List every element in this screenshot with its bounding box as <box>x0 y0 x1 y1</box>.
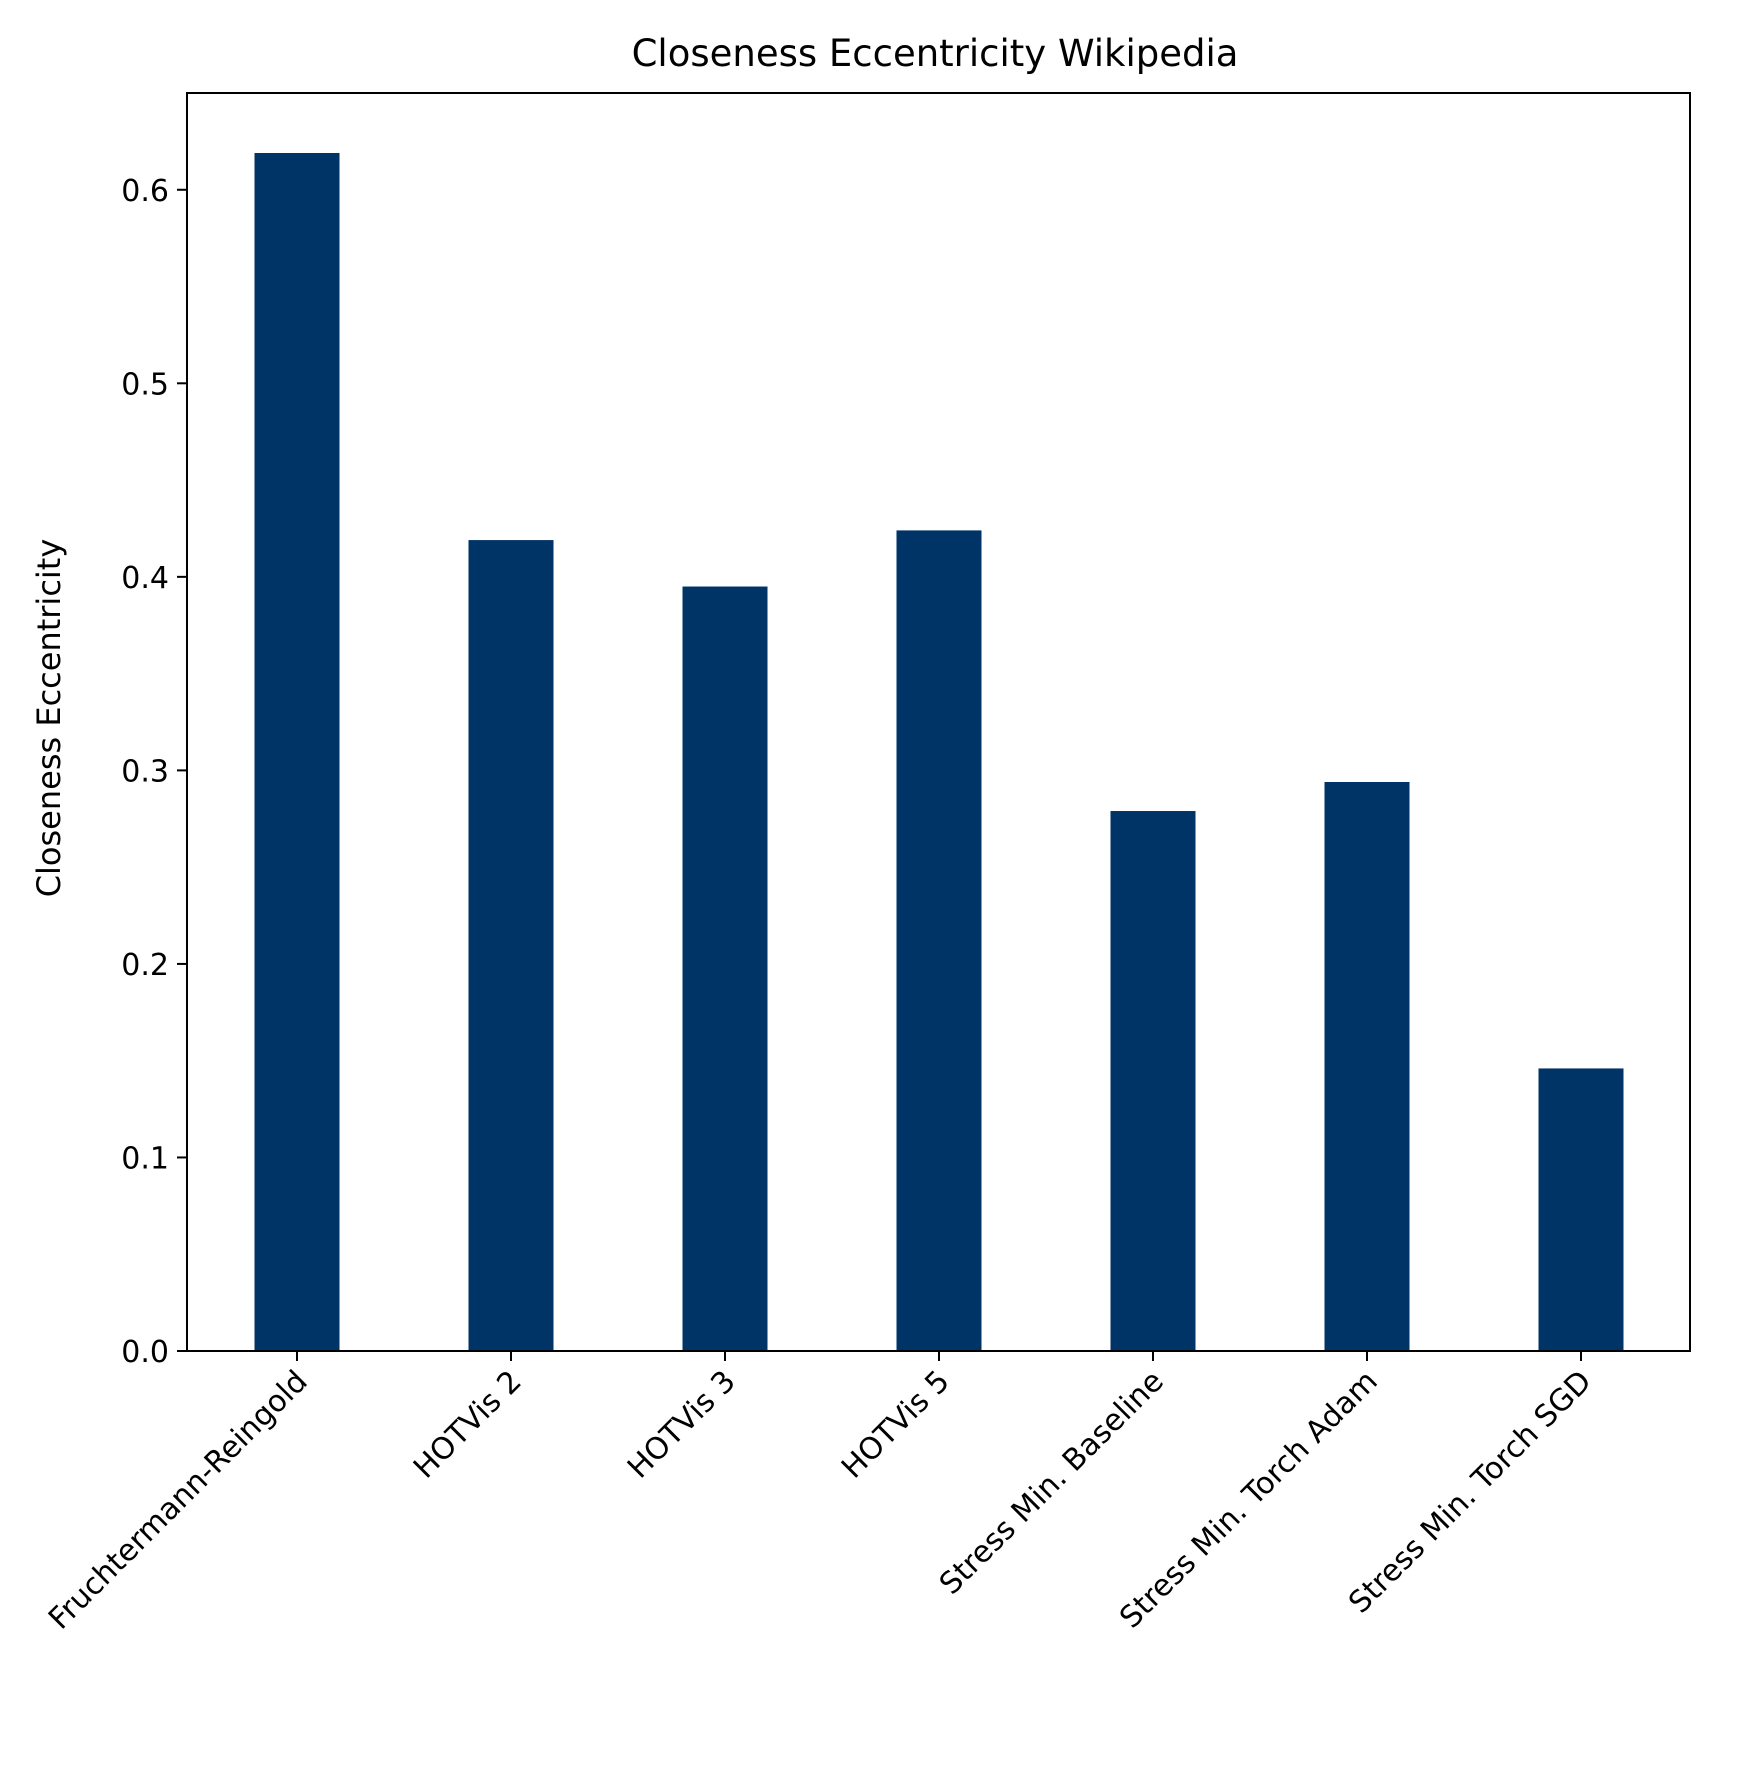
bar-4 <box>896 530 982 1351</box>
plot-frame <box>186 92 1691 1352</box>
y-tick-label: 0.1 <box>121 1141 169 1176</box>
y-tick-label: 0.5 <box>121 367 169 402</box>
chart-title: Closeness Eccentricity Wikipedia <box>632 32 1239 75</box>
bars-group <box>254 152 1624 1351</box>
y-tick-label: 0.2 <box>121 948 169 983</box>
x-tick-label: Fruchtermann-Reingold <box>42 1364 315 1637</box>
y-tick-label: 0.0 <box>121 1335 169 1370</box>
bar-5 <box>1110 811 1196 1351</box>
bar-6 <box>1324 781 1410 1351</box>
x-tick-label: HOTVis 5 <box>835 1364 957 1486</box>
x-axis-ticks: Fruchtermann-Reingold HOTVis 2 HOTVis 3 HOT… <box>42 1351 1599 1636</box>
y-axis-label: Closeness Eccentricity <box>30 539 68 898</box>
x-tick-label: HOTVis 3 <box>621 1364 743 1486</box>
x-tick-label: Stress Min. Torch SGD <box>1342 1364 1598 1620</box>
bar-1 <box>254 152 340 1351</box>
x-tick-label: HOTVis 2 <box>407 1364 529 1486</box>
y-tick-label: 0.3 <box>121 754 169 789</box>
bar-2 <box>468 540 554 1351</box>
bar-7 <box>1538 1068 1624 1351</box>
y-tick-label: 0.6 <box>121 174 169 209</box>
y-tick-label: 0.4 <box>121 561 169 596</box>
bar-3 <box>682 586 768 1351</box>
y-axis-ticks: 0.0 0.1 0.2 0.3 0.4 0.5 0.6 <box>121 174 187 1370</box>
x-tick-label: Stress Min. Baseline <box>933 1364 1171 1602</box>
